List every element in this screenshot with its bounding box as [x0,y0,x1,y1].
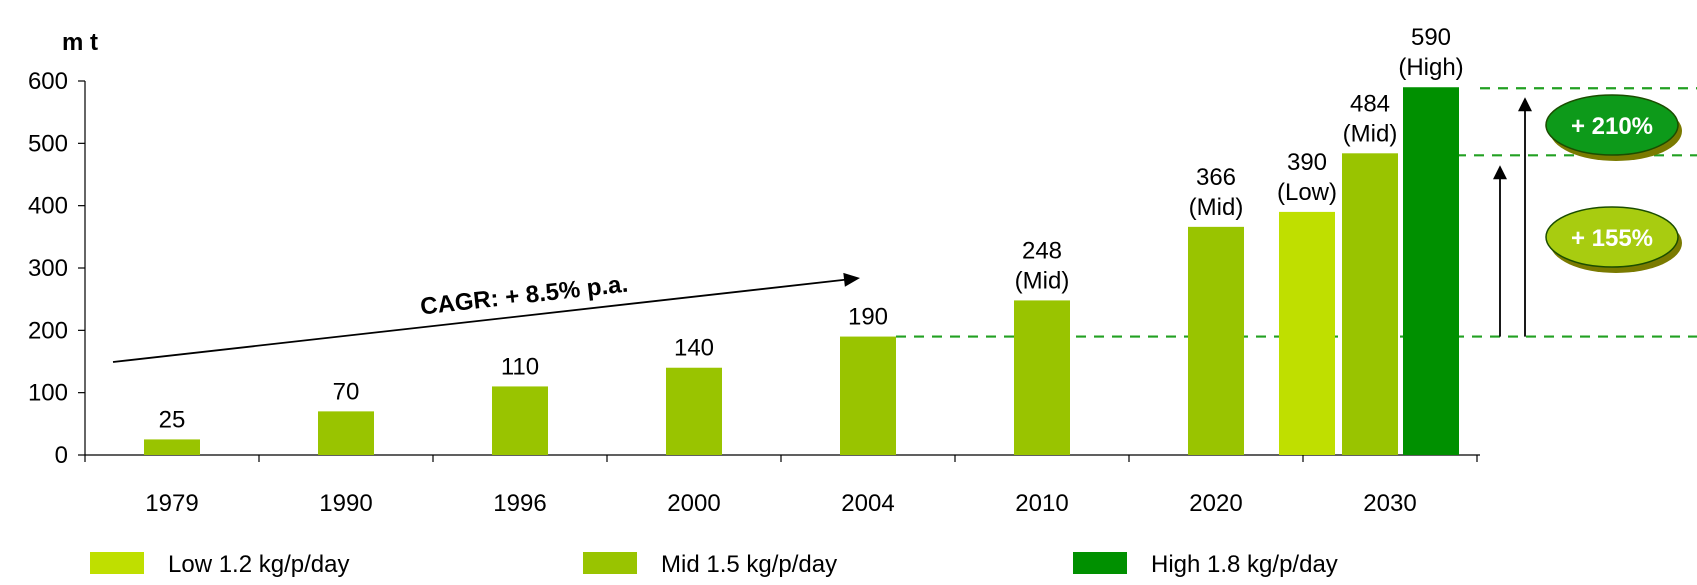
arrow-high-head [1518,97,1532,112]
data-label: 140 [674,335,714,362]
legend-label-low: Low 1.2 kg/p/day [168,551,349,578]
data-label: 248 [1022,237,1062,264]
y-tick-label: 500 [28,130,68,157]
data-label: 190 [848,304,888,331]
y-tick-label: 300 [28,255,68,282]
bars [144,87,1459,455]
legend-swatch-low [90,552,144,574]
data-label: 110 [501,353,539,380]
bar-mid-1990 [318,411,374,455]
data-label-series: (Mid) [1189,194,1244,221]
bar-mid-2020 [1188,226,1244,455]
data-label-series: (Mid) [1343,120,1398,147]
badge-high-text: + 210% [1571,113,1653,140]
data-label-series: (Mid) [1015,267,1070,294]
x-tick-label: 2020 [1189,490,1242,517]
x-tick-label: 1990 [319,490,372,517]
y-unit-label: m t [62,29,98,56]
bar-mid-1979 [144,439,200,455]
data-label: 390 [1287,149,1327,176]
data-label: 484 [1350,90,1390,117]
y-tick-label: 0 [55,442,68,469]
bar-mid-1996 [492,386,548,455]
data-label: 590 [1411,24,1451,51]
bar-high-2030 [1403,87,1459,455]
bar-mid-2010 [1014,300,1070,455]
badge-high-ellipse [1545,94,1679,156]
legend-swatch-mid [583,552,637,574]
x-tick-label: 2010 [1015,490,1068,517]
bar-low-2030 [1279,211,1335,455]
bar-mid-2004 [840,336,896,455]
legend-swatch-high [1073,552,1127,574]
data-labels: 25 70 110 140 190 248 (Mid) 366 (Mid) 390 (Low) 484… [159,24,1464,433]
x-tick-label: 2004 [841,490,894,517]
y-tick-label: 400 [28,193,68,220]
x-tick-label: 2030 [1363,490,1416,517]
cagr-label: CAGR: + 8.5% p.a. [419,270,629,320]
legend: Low 1.2 kg/p/day Mid 1.5 kg/p/day High 1.8… [90,551,1338,578]
bar-mid-2030 [1342,153,1398,455]
cagr-arrow-shaft [112,278,847,363]
data-label: 366 [1196,164,1236,191]
badge-mid-ellipse [1545,206,1679,268]
bar-mid-2000 [666,367,722,455]
x-tick-label: 1996 [493,490,546,517]
data-label: 25 [159,406,186,433]
x-axis: 1979 1990 1996 2000 2004 2010 2020 2030 [84,454,1480,517]
legend-label-mid: Mid 1.5 kg/p/day [661,551,837,578]
y-tick-label: 600 [28,68,68,95]
legend-label-high: High 1.8 kg/p/day [1151,551,1338,578]
badge-mid-text: + 155% [1571,225,1653,252]
data-label-series: (Low) [1277,179,1337,206]
y-axis: 0 100 200 300 400 500 600 m t [28,29,98,469]
arrow-mid-head [1493,165,1507,180]
x-tick-label: 1979 [145,490,198,517]
cagr-arrow-head [843,272,860,287]
y-tick-label: 100 [28,380,68,407]
x-tick-label: 2000 [667,490,720,517]
y-tick-label: 200 [28,317,68,344]
data-label: 70 [333,378,360,405]
data-label-series: (High) [1398,54,1463,81]
